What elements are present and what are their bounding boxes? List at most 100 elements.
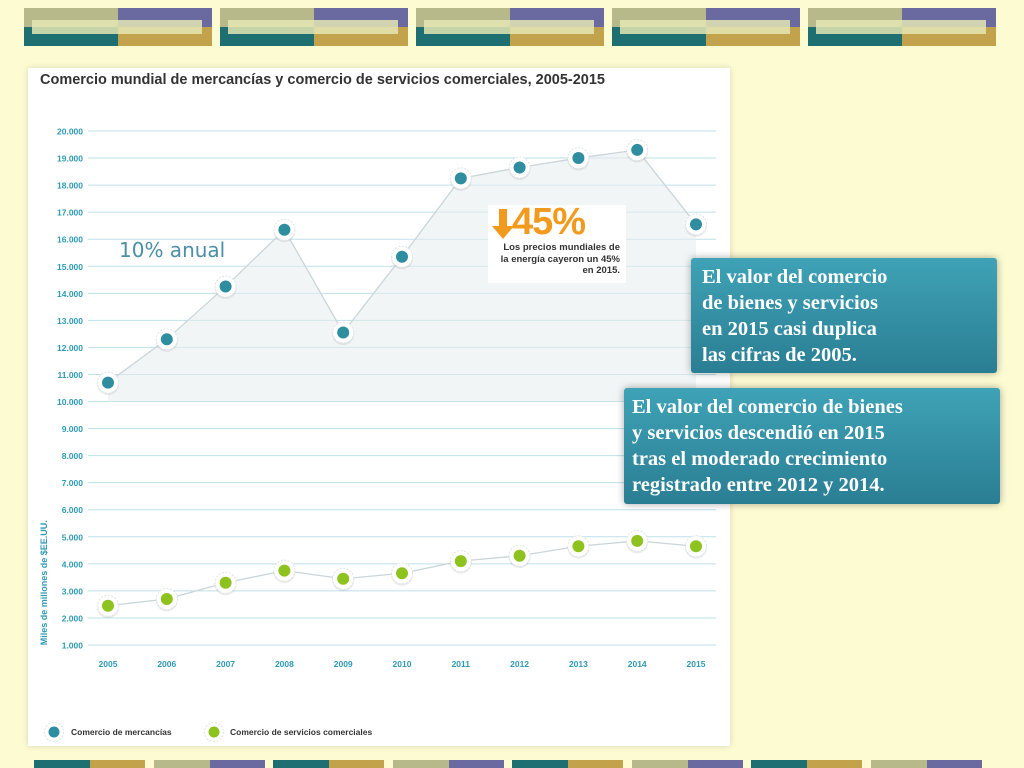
footer-tile	[273, 760, 384, 768]
footer-tile	[870, 760, 982, 768]
x-tick-label: 2008	[275, 659, 294, 669]
y-tick-label: 9.000	[62, 424, 84, 434]
data-point-marker	[337, 326, 350, 339]
y-tick-label: 17.000	[57, 208, 83, 218]
data-point	[391, 245, 413, 270]
y-tick-label: 3.000	[62, 586, 84, 596]
data-point	[626, 138, 649, 163]
y-tick-label: 11.000	[57, 370, 83, 380]
callout-line: las cifras de 2005.	[702, 344, 857, 366]
callout-decline: El valor del comercio de bienes y servic…	[624, 388, 1000, 504]
footer-tile	[512, 760, 623, 768]
y-tick-label: 8.000	[62, 451, 84, 461]
header-tile	[808, 8, 996, 46]
data-point	[449, 550, 472, 574]
data-point-marker	[337, 572, 350, 585]
data-point	[273, 559, 296, 584]
x-tick-label: 2011	[452, 659, 471, 669]
callout-line: de bienes y servicios	[702, 292, 878, 314]
data-point	[214, 571, 237, 596]
chart-panel: Comercio mundial de mercancías y comerci…	[28, 68, 730, 746]
data-point-marker	[572, 152, 585, 165]
data-point-marker	[690, 218, 702, 231]
y-tick-label: 19.000	[57, 154, 83, 164]
data-point-marker	[513, 161, 526, 174]
data-point-marker	[160, 593, 173, 606]
callout-line: y servicios descendió en 2015	[632, 422, 885, 444]
legend-marker	[208, 726, 220, 738]
footer-tile	[751, 760, 862, 768]
down-arrow-icon	[492, 209, 514, 239]
footer-tile	[153, 760, 265, 768]
y-tick-label: 4.000	[62, 559, 84, 569]
data-point	[685, 535, 707, 559]
chart-title: Comercio mundial de mercancías y comerci…	[40, 72, 605, 88]
data-point	[567, 535, 590, 559]
data-point	[508, 544, 531, 569]
y-tick-label: 12.000	[57, 343, 83, 353]
data-point	[332, 567, 355, 592]
data-point	[155, 588, 178, 612]
y-tick-label: 5.000	[62, 532, 84, 542]
data-point-marker	[396, 250, 408, 263]
data-point-marker	[690, 540, 702, 553]
data-point	[508, 156, 531, 181]
data-point	[626, 529, 649, 554]
data-point	[449, 167, 472, 191]
data-point	[155, 328, 178, 352]
x-tick-label: 2009	[334, 659, 353, 669]
data-point	[332, 321, 355, 346]
callout-line: El valor del comercio de bienes	[632, 396, 903, 418]
legend-label: Comercio de mercancías	[71, 727, 172, 737]
y-tick-label: 18.000	[57, 181, 83, 191]
footer-tile	[34, 760, 145, 768]
header-tile	[220, 8, 408, 46]
header-tile	[612, 8, 800, 46]
callout-line: registrado entre 2012 y 2014.	[632, 474, 885, 496]
callout-line: tras el moderado crecimiento	[632, 448, 888, 470]
data-point	[97, 371, 119, 396]
data-point	[685, 213, 707, 237]
header-tile	[24, 8, 212, 46]
footer-tile	[392, 760, 504, 768]
y-tick-label: 1.000	[62, 641, 84, 651]
y-tick-label: 7.000	[62, 478, 84, 488]
energy-price-note: 45% Los precios mundiales de la energía …	[486, 201, 626, 283]
data-point-marker	[454, 555, 467, 568]
x-tick-label: 2012	[510, 659, 529, 669]
y-axis-label: Miles de millones de $EE.UU.	[39, 520, 49, 645]
energy-note-line: la energía cayeron un 45%	[500, 253, 620, 265]
footer-tile	[631, 760, 743, 768]
data-point-marker	[102, 376, 114, 389]
data-point-marker	[454, 172, 467, 185]
callout-line: El valor del comercio	[702, 266, 888, 288]
y-tick-label: 10.000	[57, 397, 83, 407]
growth-annotation: 10% anual	[119, 238, 226, 262]
callout-line: en 2015 casi duplica	[702, 318, 877, 340]
y-tick-label: 15.000	[57, 262, 83, 272]
callout-doubling: El valor del comercio de bienes y servic…	[691, 258, 997, 373]
y-tick-label: 16.000	[57, 235, 83, 245]
x-tick-label: 2006	[157, 659, 176, 669]
data-point	[273, 218, 296, 243]
energy-percent: 45%	[512, 201, 586, 243]
y-tick-label: 2.000	[62, 613, 84, 623]
y-tick-label: 20.000	[57, 127, 83, 137]
legend-item: Comercio de servicios comerciales	[204, 722, 372, 742]
data-point-marker	[219, 280, 232, 293]
data-point-marker	[102, 599, 114, 612]
data-point-marker	[278, 564, 291, 577]
x-tick-label: 2005	[99, 659, 118, 669]
energy-note-line: Los precios mundiales de	[503, 242, 620, 253]
y-tick-label: 14.000	[57, 289, 83, 299]
legend-label: Comercio de servicios comerciales	[230, 727, 372, 737]
header-tile	[416, 8, 604, 46]
x-tick-label: 2007	[216, 659, 235, 669]
legend-item: Comercio de mercancías	[44, 722, 172, 742]
x-tick-label: 2010	[393, 659, 412, 669]
data-point-marker	[219, 576, 232, 589]
energy-note-text: Los precios mundiales de la energía caye…	[486, 242, 620, 277]
data-point-marker	[631, 143, 644, 156]
data-point-marker	[513, 549, 526, 562]
data-point	[567, 147, 590, 171]
